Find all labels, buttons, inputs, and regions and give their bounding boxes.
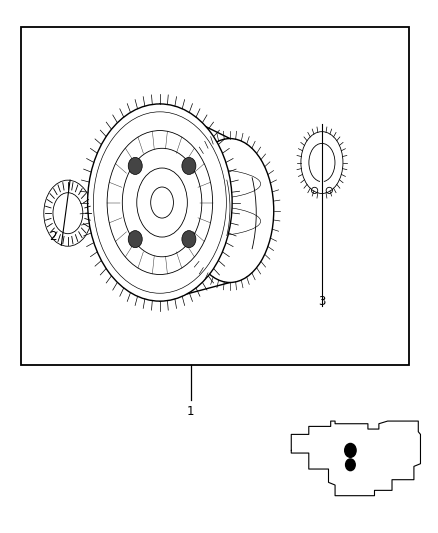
Circle shape bbox=[345, 443, 356, 457]
Circle shape bbox=[182, 157, 196, 174]
Circle shape bbox=[346, 459, 355, 471]
Ellipse shape bbox=[186, 139, 274, 282]
Circle shape bbox=[128, 231, 142, 248]
Ellipse shape bbox=[122, 148, 202, 257]
Ellipse shape bbox=[137, 168, 187, 237]
Ellipse shape bbox=[44, 180, 92, 246]
Text: 2: 2 bbox=[49, 230, 57, 243]
Ellipse shape bbox=[301, 132, 343, 193]
Ellipse shape bbox=[107, 131, 212, 274]
Ellipse shape bbox=[88, 104, 232, 301]
Ellipse shape bbox=[151, 187, 173, 218]
Text: 3: 3 bbox=[318, 295, 325, 308]
Wedge shape bbox=[320, 178, 324, 192]
Circle shape bbox=[182, 231, 196, 248]
Bar bbox=[21, 27, 409, 365]
Text: 1: 1 bbox=[187, 405, 194, 418]
Circle shape bbox=[128, 157, 142, 174]
